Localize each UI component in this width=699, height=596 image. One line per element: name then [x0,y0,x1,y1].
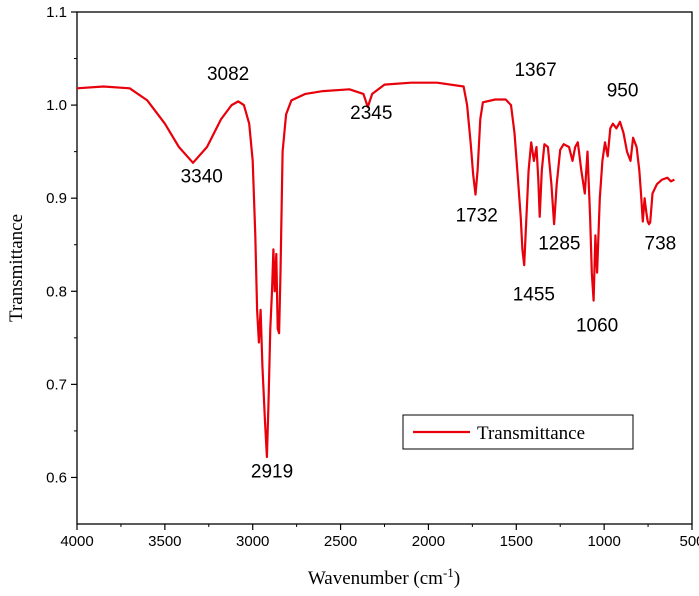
x-tick-label: 1000 [587,533,620,550]
y-tick-label: 1.1 [46,4,67,21]
peak-label: 2919 [251,461,293,482]
legend-label: Transmittance [477,423,585,444]
x-axis-title-superscript: -1 [443,565,454,580]
peak-label: 1285 [538,233,580,254]
y-axis: 0.6 0.7 0.8 0.9 1.0 1.1 [46,4,77,486]
x-tick-label: 3500 [148,533,181,550]
x-tick-label: 3000 [236,533,269,550]
y-axis-title: Transmittance [6,214,27,322]
x-tick-label: 4000 [60,533,93,550]
peak-label: 3340 [181,166,223,187]
x-axis-title: Wavenumber (cm-1) [308,565,460,589]
series-line-transmittance [76,81,675,459]
legend: Transmittance [402,414,634,450]
x-tick-label: 2500 [324,533,357,550]
peak-label: 950 [607,81,639,102]
peak-annotations: 3082 3340 2919 2345 1367 950 1732 1285 1455 1060 7… [181,60,677,482]
peak-label: 1367 [514,60,556,81]
x-tick-label: 500 [679,533,699,550]
y-tick-label: 0.9 [46,190,67,207]
x-tick-label: 2000 [412,533,445,550]
peak-label: 738 [645,233,677,254]
peak-label: 2345 [350,103,392,124]
peak-label: 1732 [456,205,498,226]
x-axis: 4000 3500 3000 2500 2000 1500 1000 500 [60,524,699,550]
y-tick-label: 0.8 [46,283,67,300]
y-tick-label: 1.0 [46,97,67,114]
x-tick-label: 1500 [500,533,533,550]
y-tick-label: 0.7 [46,376,67,393]
peak-label: 1060 [576,315,618,336]
y-tick-label: 0.6 [46,469,67,486]
peak-label: 1455 [513,285,555,306]
x-axis-title-close: ) [454,568,460,589]
peak-label: 3082 [207,64,249,85]
